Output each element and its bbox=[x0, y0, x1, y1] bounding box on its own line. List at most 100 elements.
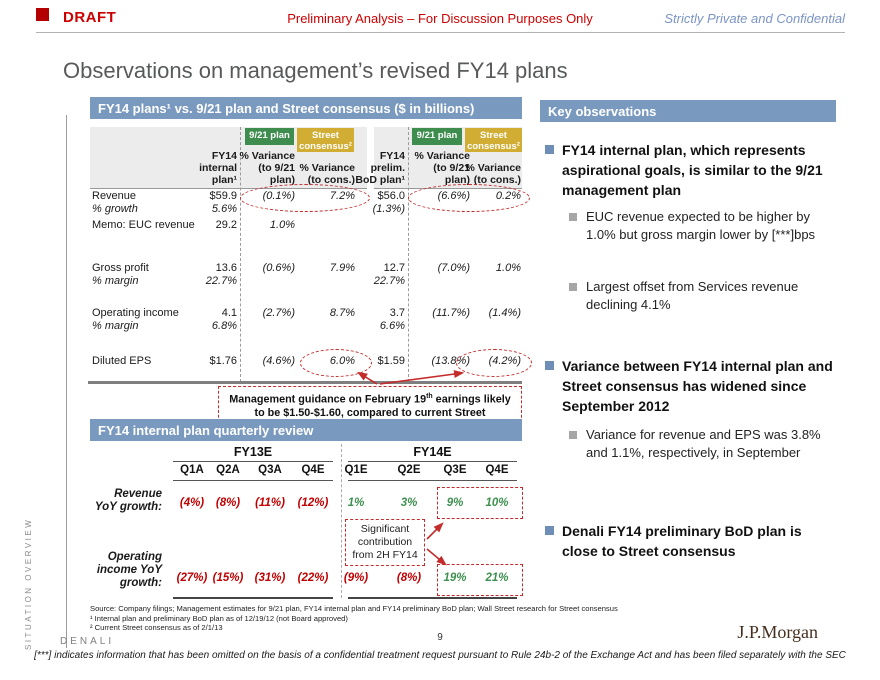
table-cell: 8.7% bbox=[329, 307, 355, 319]
table-cell: 6.8% bbox=[211, 320, 237, 332]
row-label: Revenue bbox=[92, 190, 137, 202]
table-cell: 22.7% bbox=[373, 275, 405, 287]
quarter-header: Q2A bbox=[216, 464, 240, 476]
row-label: % margin bbox=[92, 275, 139, 287]
table-cell: 1.0% bbox=[495, 262, 521, 274]
quarter-header: Q3E bbox=[443, 464, 467, 476]
revenue-yoy-value: (12%) bbox=[297, 497, 329, 509]
header-confidential-label: Strictly Private and Confidential bbox=[664, 11, 845, 26]
highlight-oval bbox=[240, 184, 370, 212]
column-header: % Variance (to cons.) bbox=[299, 162, 355, 186]
bullet-square-icon bbox=[545, 361, 554, 370]
row-label: Memo: EUC revenue bbox=[92, 219, 195, 231]
observation-bullet: Denali FY14 preliminary BoD plan is clos… bbox=[562, 523, 802, 559]
table-cell: (7.0%) bbox=[437, 262, 470, 274]
table-cell: $1.59 bbox=[377, 355, 405, 367]
table-cell: $56.0 bbox=[377, 190, 405, 202]
comparison-table-title: FY14 plans¹ vs. 9/21 plan and Street con… bbox=[90, 97, 522, 119]
rule bbox=[348, 597, 517, 599]
left-vertical-rule bbox=[66, 115, 67, 648]
table-cell: 3.7 bbox=[389, 307, 405, 319]
tag-street-consensus: Street consensus² bbox=[465, 128, 522, 152]
rule bbox=[173, 597, 333, 599]
operating-yoy-label: Operating income YoY growth: bbox=[96, 551, 162, 589]
sec-disclaimer: [***] indicates information that has bee… bbox=[34, 650, 846, 661]
group-header-fy14e: FY14E bbox=[413, 445, 452, 459]
operating-yoy-value: (9%) bbox=[343, 572, 369, 584]
rule bbox=[348, 480, 517, 481]
operating-yoy-value: 21% bbox=[485, 572, 509, 584]
sub-bullet-square-icon bbox=[569, 283, 577, 291]
red-square-marker-icon bbox=[36, 8, 49, 21]
tag-street-consensus: Street consensus² bbox=[297, 128, 354, 152]
column-separator bbox=[240, 127, 241, 382]
table-cell: (0.6%) bbox=[262, 262, 295, 274]
observation-sub-bullet: Largest offset from Services revenue dec… bbox=[586, 279, 799, 312]
sub-bullet-square-icon bbox=[569, 431, 577, 439]
observation-sub-bullet: EUC revenue expected to be higher by 1.0… bbox=[586, 209, 816, 242]
highlight-box bbox=[437, 487, 523, 519]
row-label: % margin bbox=[92, 320, 139, 332]
table-cell: 22.7% bbox=[205, 275, 237, 287]
table-cell: 12.7 bbox=[383, 262, 405, 274]
rule bbox=[173, 461, 333, 462]
table-cell: 7.9% bbox=[329, 262, 355, 274]
jpmorgan-logo: J.P.Morgan bbox=[737, 622, 818, 642]
tag-921-plan: 9/21 plan bbox=[245, 128, 294, 145]
quarter-header: Q4E bbox=[301, 464, 325, 476]
row-label: Diluted EPS bbox=[92, 355, 152, 367]
bullet-square-icon bbox=[545, 145, 554, 154]
bullet-square-icon bbox=[545, 526, 554, 535]
rule bbox=[348, 461, 517, 462]
group-separator bbox=[341, 444, 342, 598]
quarter-header: Q3A bbox=[258, 464, 282, 476]
operating-yoy-value: (8%) bbox=[396, 572, 422, 584]
page-number: 9 bbox=[437, 632, 443, 643]
table-cell: 1.0% bbox=[269, 219, 295, 231]
operating-yoy-value: (15%) bbox=[212, 572, 244, 584]
highlight-oval bbox=[408, 184, 530, 212]
quarter-header: Q1A bbox=[180, 464, 204, 476]
table-cell: (11.7%) bbox=[432, 307, 470, 319]
company-wordmark: DENALI bbox=[60, 636, 115, 647]
quarter-header: Q2E bbox=[397, 464, 421, 476]
key-observations-title: Key observations bbox=[540, 100, 836, 122]
rule bbox=[173, 480, 333, 481]
guidance-callout-text: Management guidance on February 19 bbox=[229, 393, 427, 406]
operating-yoy-value: (31%) bbox=[254, 572, 286, 584]
row-label: Gross profit bbox=[92, 262, 149, 274]
revenue-yoy-value: 9% bbox=[446, 497, 464, 509]
quarter-header: Q4E bbox=[485, 464, 509, 476]
page-title: Observations on management’s revised FY1… bbox=[63, 58, 568, 83]
observation-sub-bullet: Variance for revenue and EPS was 3.8% an… bbox=[586, 427, 821, 460]
header-center-label: Preliminary Analysis – For Discussion Pu… bbox=[287, 11, 593, 26]
column-header: % Variance (to 9/21 plan) bbox=[414, 150, 470, 186]
revenue-yoy-value: 3% bbox=[400, 497, 418, 509]
observation-bullet: FY14 internal plan, which represents asp… bbox=[562, 142, 823, 198]
header-divider bbox=[36, 32, 845, 33]
significant-contribution-callout: Significant contribution from 2H FY14 bbox=[345, 519, 425, 566]
observation-bullet: Variance between FY14 internal plan and … bbox=[562, 358, 833, 414]
footnote-1: ¹ Internal plan and preliminary BoD plan… bbox=[90, 614, 348, 623]
table-cell: (2.7%) bbox=[262, 307, 295, 319]
quarterly-table-title: FY14 internal plan quarterly review bbox=[90, 419, 522, 441]
operating-yoy-value: (22%) bbox=[297, 572, 329, 584]
table-cell: 5.6% bbox=[211, 203, 237, 215]
column-header: FY14 internal plan¹ bbox=[199, 150, 237, 186]
table-cell: $59.9 bbox=[209, 190, 237, 202]
section-sidebar-label: SITUATION OVERVIEW bbox=[24, 517, 33, 650]
table-cell: 13.6 bbox=[215, 262, 237, 274]
source-note: Source: Company filings; Management esti… bbox=[90, 604, 618, 613]
highlight-oval bbox=[456, 349, 532, 377]
operating-yoy-value: (27%) bbox=[176, 572, 208, 584]
highlight-oval bbox=[300, 349, 372, 377]
table-cell: (1.3%) bbox=[372, 203, 405, 215]
revenue-yoy-value: (11%) bbox=[255, 497, 285, 509]
draft-label: DRAFT bbox=[63, 9, 117, 26]
column-header: % Variance (to cons.) bbox=[465, 162, 521, 186]
footnote-2: ² Current Street consensus as of 2/1/13 bbox=[90, 623, 223, 632]
quarter-header: Q1E bbox=[344, 464, 368, 476]
sub-bullet-square-icon bbox=[569, 213, 577, 221]
revenue-yoy-label: Revenue YoY growth: bbox=[94, 488, 162, 513]
